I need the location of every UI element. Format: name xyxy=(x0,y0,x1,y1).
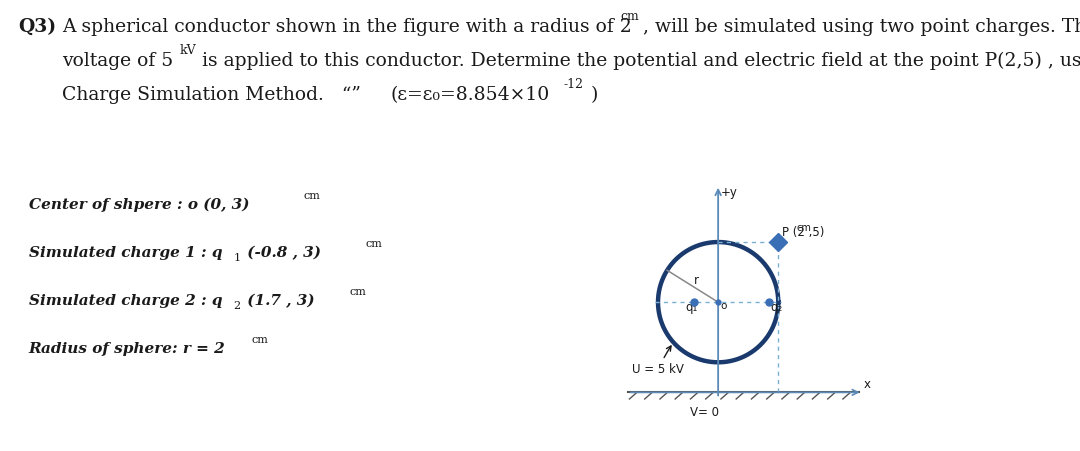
Text: Charge Simulation Method.   “”: Charge Simulation Method. “” xyxy=(62,86,361,104)
Text: cm: cm xyxy=(350,287,366,297)
Text: Q3): Q3) xyxy=(18,18,56,36)
Text: U = 5 kV: U = 5 kV xyxy=(633,346,685,376)
Text: voltage of 5: voltage of 5 xyxy=(62,52,173,70)
Text: , will be simulated using two point charges. The: , will be simulated using two point char… xyxy=(643,18,1080,36)
Text: (1.7 , 3): (1.7 , 3) xyxy=(242,294,321,308)
Text: kV: kV xyxy=(180,44,197,57)
Text: -12: -12 xyxy=(564,78,584,91)
Text: is applied to this conductor. Determine the potential and electric field at the : is applied to this conductor. Determine … xyxy=(202,52,1080,70)
Text: A spherical conductor shown in the figure with a radius of 2: A spherical conductor shown in the figur… xyxy=(62,18,632,36)
Text: 1: 1 xyxy=(233,253,241,263)
Text: 2: 2 xyxy=(233,301,241,311)
Text: Radius of sphere: r = 2: Radius of sphere: r = 2 xyxy=(29,342,231,356)
Text: r: r xyxy=(694,274,699,287)
Text: ): ) xyxy=(591,86,598,104)
Text: o: o xyxy=(720,301,727,311)
Text: q₂: q₂ xyxy=(771,300,783,313)
Text: Simulated charge 2 : q: Simulated charge 2 : q xyxy=(29,294,222,308)
Text: (-0.8 , 3): (-0.8 , 3) xyxy=(242,246,327,260)
Text: cm: cm xyxy=(797,223,812,233)
Text: +y: +y xyxy=(720,186,738,199)
Text: cm: cm xyxy=(303,191,321,201)
Text: cm: cm xyxy=(620,10,638,23)
Text: (ε=ε₀=8.854×10: (ε=ε₀=8.854×10 xyxy=(390,86,550,104)
Text: P (2 ,5): P (2 ,5) xyxy=(782,226,828,239)
Text: q₁: q₁ xyxy=(686,300,698,313)
Text: V= 0: V= 0 xyxy=(690,406,719,419)
Text: x: x xyxy=(864,378,870,391)
Text: cm: cm xyxy=(252,335,268,345)
Text: Simulated charge 1 : q: Simulated charge 1 : q xyxy=(29,246,222,260)
Text: Center of shpere : o (0, 3): Center of shpere : o (0, 3) xyxy=(29,198,255,212)
Text: cm: cm xyxy=(366,239,382,249)
